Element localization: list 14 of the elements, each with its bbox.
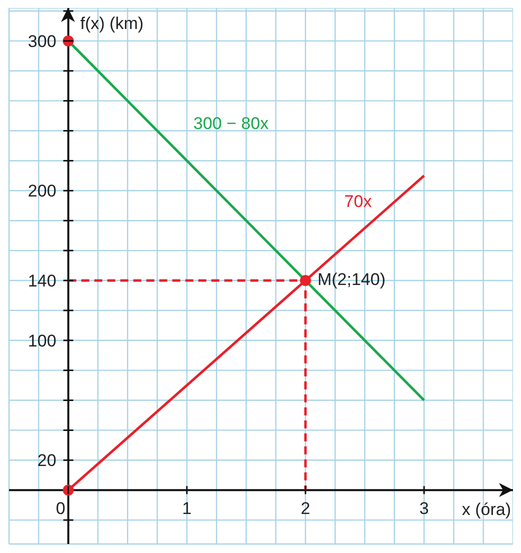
annotation: 70x [344,192,372,212]
y-tick-label: 100 [28,331,56,350]
data-label: M(2;140) [317,270,386,290]
x-tick-label: 3 [419,499,429,518]
x-tick-label: 0 [56,499,66,518]
y-tick-label: 140 [28,271,56,290]
annotation: 300 − 80x [193,114,269,134]
x-tick-label: 2 [300,499,310,518]
y-tick-label: 300 [28,32,56,51]
x-axis-title: x (óra) [462,500,511,520]
y-axis-title: f(x) (km) [80,14,144,34]
y-tick-label: 200 [28,182,56,201]
y-tick-label: 20 [37,451,56,470]
x-tick-label: 1 [182,499,192,518]
